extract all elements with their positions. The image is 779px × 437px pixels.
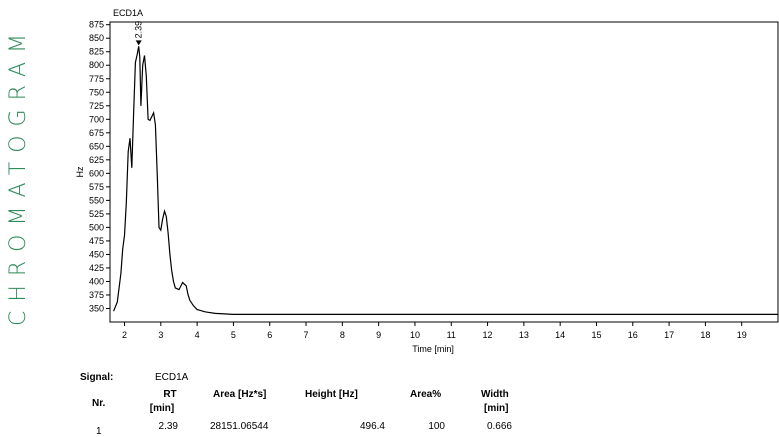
header-rt-unit: [min] [149, 403, 175, 414]
x-tick-label: 10 [410, 330, 420, 340]
y-tick-label: 375 [89, 290, 104, 300]
header-area-pct: Area% [410, 389, 442, 400]
peak-label: 2.39 [134, 21, 144, 39]
y-tick-label: 600 [89, 168, 104, 178]
x-tick-label: 2 [122, 330, 127, 340]
header-nr: Nr. [92, 398, 106, 409]
row-rt: 2.39 [158, 421, 178, 432]
header-width: Width [481, 389, 509, 400]
y-tick-label: 475 [89, 236, 104, 246]
y-tick-label: 850 [89, 33, 104, 43]
x-tick-label: 11 [447, 330, 456, 340]
y-axis-label: Hz [75, 166, 85, 177]
row-area-pct: 100 [428, 421, 445, 432]
y-tick-label: 725 [89, 101, 104, 111]
y-tick-label: 350 [89, 303, 104, 313]
y-tick-label: 500 [89, 222, 104, 232]
header-area: Area [Hz*s] [213, 389, 267, 400]
x-tick-label: 4 [195, 330, 200, 340]
header-width-unit: [min] [484, 403, 509, 414]
x-tick-label: 13 [519, 330, 529, 340]
y-tick-label: 825 [89, 47, 104, 57]
signal-value: ECD1A [155, 372, 189, 383]
x-tick-label: 3 [158, 330, 163, 340]
peak-marker [135, 40, 142, 46]
y-tick-label: 525 [89, 209, 104, 219]
signal-label: Signal: [80, 372, 114, 383]
y-tick-label: 450 [89, 249, 104, 259]
x-tick-label: 18 [700, 330, 710, 340]
row-nr: 1 [96, 426, 102, 437]
y-tick-label: 700 [89, 114, 104, 124]
x-tick-label: 8 [340, 330, 345, 340]
x-tick-label: 19 [737, 330, 747, 340]
y-tick-label: 800 [89, 60, 104, 70]
row-area: 28151.06544 [210, 421, 269, 432]
y-tick-label: 400 [89, 276, 104, 286]
x-tick-label: 7 [304, 330, 309, 340]
x-axis-label: Time [min] [412, 344, 454, 354]
plot-frame [109, 21, 779, 323]
y-tick-label: 675 [89, 128, 104, 138]
chromatogram-chart: ECD1A35037540042545047550052555057560062… [75, 8, 779, 354]
y-tick-label: 875 [89, 20, 104, 30]
x-tick-label: 5 [231, 330, 236, 340]
x-tick-label: 12 [483, 330, 493, 340]
y-tick-label: 650 [89, 141, 104, 151]
header-height: Height [Hz] [305, 389, 358, 400]
x-tick-label: 17 [664, 330, 674, 340]
y-tick-label: 750 [89, 87, 104, 97]
row-height: 496.4 [359, 421, 385, 432]
y-tick-label: 775 [89, 74, 104, 84]
chromatogram-trace [113, 46, 778, 315]
x-tick-label: 15 [591, 330, 601, 340]
row-width: 0.666 [486, 421, 512, 432]
y-tick-label: 575 [89, 182, 104, 192]
y-tick-label: 550 [89, 195, 104, 205]
signal-label-chart: ECD1A [113, 8, 143, 18]
y-tick-label: 425 [89, 263, 104, 273]
x-tick-label: 14 [555, 330, 565, 340]
x-tick-label: 9 [376, 330, 381, 340]
header-rt: RT [163, 389, 177, 400]
y-tick-label: 625 [89, 155, 104, 165]
x-tick-label: 16 [628, 330, 638, 340]
x-tick-label: 6 [267, 330, 272, 340]
